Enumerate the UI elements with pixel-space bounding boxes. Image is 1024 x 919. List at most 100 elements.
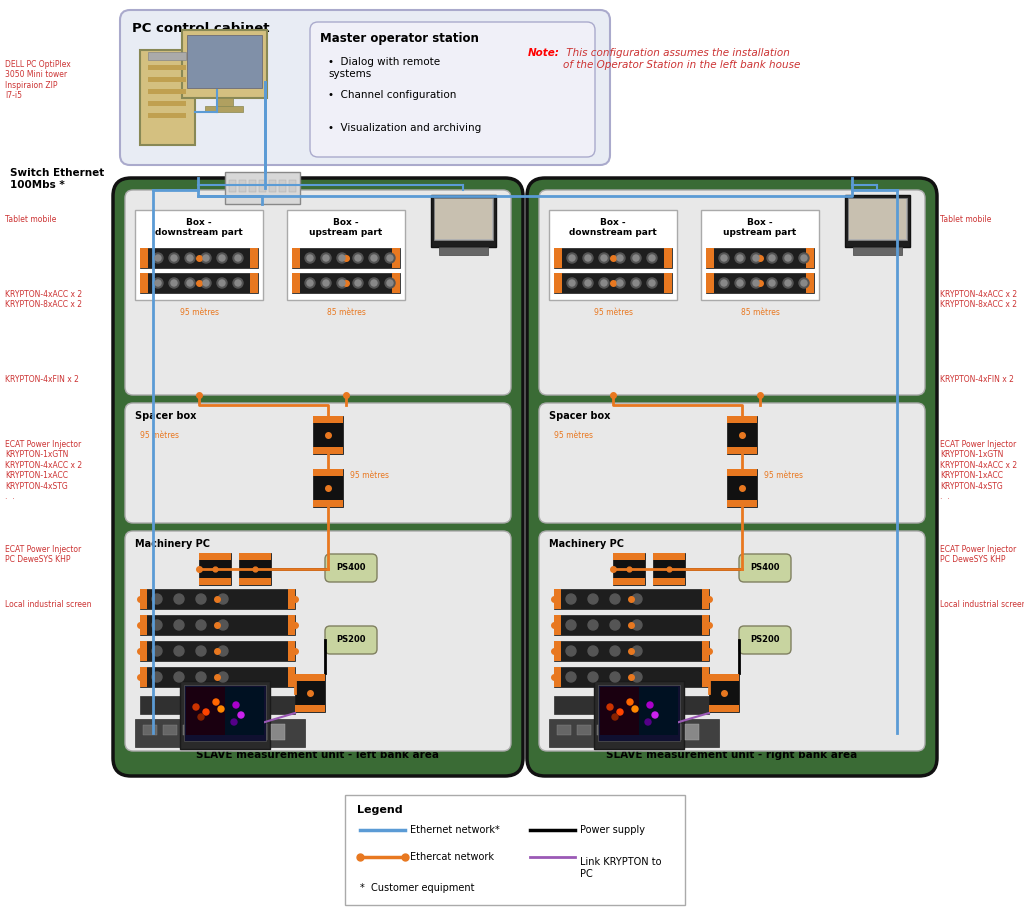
Bar bbox=[288, 615, 295, 635]
Circle shape bbox=[234, 255, 241, 261]
Bar bbox=[229, 180, 236, 192]
Bar bbox=[279, 180, 286, 192]
Bar bbox=[685, 724, 699, 740]
Bar bbox=[295, 705, 325, 712]
Text: Tablet mobile: Tablet mobile bbox=[5, 215, 56, 224]
Circle shape bbox=[169, 253, 179, 263]
Bar bbox=[239, 553, 271, 585]
Text: Box -
upstream part: Box - upstream part bbox=[309, 218, 383, 237]
Bar bbox=[613, 553, 645, 585]
Circle shape bbox=[721, 280, 727, 286]
Circle shape bbox=[737, 280, 743, 286]
Bar bbox=[148, 89, 186, 94]
Text: Link KRYPTON to
PC: Link KRYPTON to PC bbox=[580, 857, 662, 879]
Bar bbox=[594, 681, 684, 749]
Circle shape bbox=[617, 280, 623, 286]
Bar bbox=[271, 724, 285, 740]
Bar bbox=[554, 615, 709, 635]
Bar bbox=[549, 719, 719, 747]
Bar bbox=[140, 273, 148, 293]
Bar bbox=[727, 500, 757, 507]
Circle shape bbox=[721, 255, 727, 261]
Circle shape bbox=[153, 253, 163, 263]
Circle shape bbox=[769, 255, 775, 261]
Bar bbox=[849, 199, 906, 239]
Bar bbox=[140, 589, 147, 609]
Bar bbox=[182, 30, 267, 98]
Bar bbox=[709, 705, 739, 712]
Circle shape bbox=[321, 253, 331, 263]
Bar bbox=[140, 615, 147, 635]
Circle shape bbox=[153, 278, 163, 288]
Bar bbox=[554, 667, 561, 687]
Circle shape bbox=[387, 280, 393, 286]
Bar bbox=[653, 578, 685, 585]
Bar bbox=[163, 725, 177, 735]
Bar bbox=[706, 273, 714, 293]
Bar bbox=[292, 273, 400, 293]
Circle shape bbox=[171, 255, 177, 261]
Bar bbox=[727, 416, 757, 423]
Bar bbox=[184, 685, 266, 741]
Circle shape bbox=[307, 255, 313, 261]
Bar bbox=[345, 795, 685, 905]
Circle shape bbox=[767, 278, 777, 288]
Bar bbox=[706, 248, 814, 268]
Bar bbox=[613, 578, 645, 585]
Circle shape bbox=[238, 712, 244, 718]
Bar bbox=[806, 248, 814, 268]
Bar bbox=[554, 641, 709, 661]
Bar bbox=[554, 696, 709, 714]
Bar bbox=[613, 553, 645, 560]
Circle shape bbox=[735, 253, 745, 263]
Circle shape bbox=[218, 706, 224, 712]
Text: ECAT Power Injector
PC DeweSYS KHP: ECAT Power Injector PC DeweSYS KHP bbox=[5, 545, 81, 564]
Circle shape bbox=[201, 278, 211, 288]
Bar bbox=[598, 685, 680, 741]
Circle shape bbox=[567, 278, 577, 288]
Bar bbox=[295, 674, 325, 712]
Circle shape bbox=[607, 704, 613, 710]
Text: PS400: PS400 bbox=[751, 563, 779, 573]
Circle shape bbox=[231, 719, 237, 725]
Text: 95 mètres: 95 mètres bbox=[554, 431, 593, 440]
Text: Local industrial screen: Local industrial screen bbox=[5, 600, 91, 609]
Circle shape bbox=[305, 253, 315, 263]
Circle shape bbox=[305, 278, 315, 288]
Bar bbox=[148, 113, 186, 118]
Bar bbox=[435, 199, 492, 239]
Bar bbox=[727, 469, 757, 476]
Circle shape bbox=[801, 280, 807, 286]
Bar bbox=[140, 696, 295, 714]
Bar bbox=[217, 98, 233, 106]
Bar bbox=[653, 553, 685, 585]
Bar bbox=[848, 198, 907, 240]
Circle shape bbox=[610, 594, 620, 604]
Bar bbox=[702, 615, 709, 635]
Text: Box -
downstream part: Box - downstream part bbox=[155, 218, 243, 237]
Circle shape bbox=[203, 280, 209, 286]
Bar bbox=[183, 725, 197, 735]
Circle shape bbox=[569, 280, 575, 286]
Circle shape bbox=[601, 280, 607, 286]
Circle shape bbox=[588, 620, 598, 630]
Circle shape bbox=[218, 672, 228, 682]
Circle shape bbox=[217, 253, 227, 263]
Bar bbox=[557, 725, 571, 735]
Text: 95 mètres: 95 mètres bbox=[140, 431, 179, 440]
Bar bbox=[313, 500, 343, 507]
Circle shape bbox=[799, 278, 809, 288]
Bar bbox=[392, 248, 400, 268]
Bar bbox=[313, 447, 343, 454]
Bar bbox=[653, 553, 685, 560]
Bar bbox=[148, 52, 186, 60]
Circle shape bbox=[767, 253, 777, 263]
Circle shape bbox=[569, 255, 575, 261]
Bar bbox=[288, 589, 295, 609]
Circle shape bbox=[196, 594, 206, 604]
Text: Box -
downstream part: Box - downstream part bbox=[569, 218, 656, 237]
Circle shape bbox=[649, 255, 655, 261]
Bar bbox=[577, 725, 591, 735]
Circle shape bbox=[371, 280, 377, 286]
Circle shape bbox=[799, 253, 809, 263]
